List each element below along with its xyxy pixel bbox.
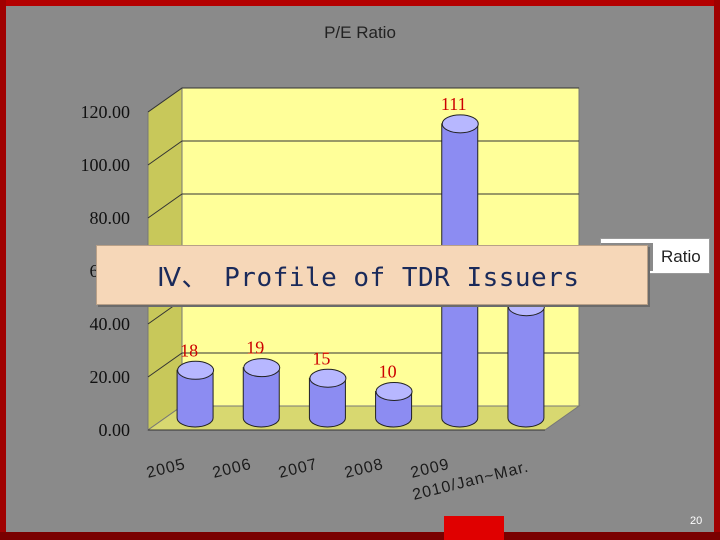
x-tick-label: 2008 <box>343 456 386 482</box>
y-tick-label: 20.00 <box>90 367 131 387</box>
bar-cylinder-top <box>309 368 347 388</box>
chart-title: P/E Ratio <box>324 23 396 42</box>
footer-red-tab <box>444 516 504 540</box>
slide-border-bottom <box>0 532 720 540</box>
x-tick-label: 2006 <box>211 456 254 482</box>
y-tick-label: 0.00 <box>99 420 131 440</box>
bar-cylinder-top <box>441 114 479 134</box>
y-tick-label: 100.00 <box>81 155 131 175</box>
y-tick-label: 120.00 <box>81 102 131 122</box>
data-label: 19 <box>246 338 264 358</box>
bar-cylinder-body <box>308 377 346 428</box>
slide-border-right <box>714 0 720 540</box>
slide-border-top <box>0 0 720 6</box>
data-label: 10 <box>379 362 397 382</box>
section-title: Ⅳ、 Profile of TDR Issuers <box>157 262 580 293</box>
slide-border-left <box>0 0 6 540</box>
data-label: 18 <box>180 340 198 360</box>
bar-cylinder-body <box>507 306 545 428</box>
y-tick-label: 80.00 <box>90 208 131 228</box>
x-tick-label: 2007 <box>277 456 320 482</box>
bar-cylinder-top <box>177 360 215 380</box>
bar-cylinder-body <box>375 391 413 428</box>
data-label: 15 <box>312 348 330 368</box>
y-tick-label: 40.00 <box>90 314 131 334</box>
bar-cylinder-top <box>243 358 281 378</box>
bar-cylinder-top <box>375 382 413 401</box>
legend-label: Ratio <box>661 247 701 266</box>
bar-cylinder-body <box>176 369 214 428</box>
section-title-banner: Ⅳ、 Profile of TDR Issuers <box>96 245 648 305</box>
bar-cylinder-body <box>242 367 280 428</box>
gridline <box>147 87 579 113</box>
page-number: 20 <box>690 515 703 527</box>
x-tick-label: 2005 <box>145 456 188 482</box>
data-label: 111 <box>441 94 467 114</box>
